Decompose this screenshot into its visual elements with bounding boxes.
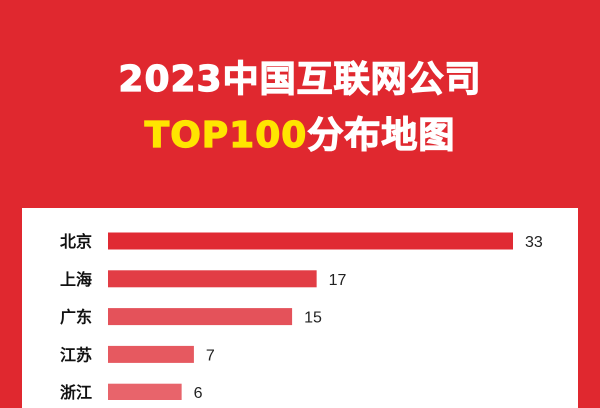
- bar: [108, 345, 194, 363]
- bar: [108, 270, 317, 288]
- category-label: 江苏: [60, 345, 92, 364]
- title-highlight: TOP100: [144, 114, 308, 156]
- bar: [108, 383, 182, 400]
- data-label: 15: [304, 310, 322, 327]
- title-rest: 分布地图: [307, 114, 456, 156]
- title-line-1: 2023中国互联网公司: [118, 58, 482, 100]
- data-label: 17: [329, 272, 347, 289]
- data-label: 6: [194, 385, 203, 400]
- category-label: 北京: [60, 232, 92, 251]
- bar: [108, 232, 513, 250]
- category-label: 广东: [60, 308, 92, 327]
- category-label: 上海: [60, 270, 92, 289]
- data-label: 33: [525, 234, 543, 251]
- data-label: 7: [206, 347, 215, 364]
- title-line-2: TOP100分布地图: [0, 106, 600, 158]
- bar: [108, 308, 293, 326]
- category-label: 浙江: [60, 383, 92, 400]
